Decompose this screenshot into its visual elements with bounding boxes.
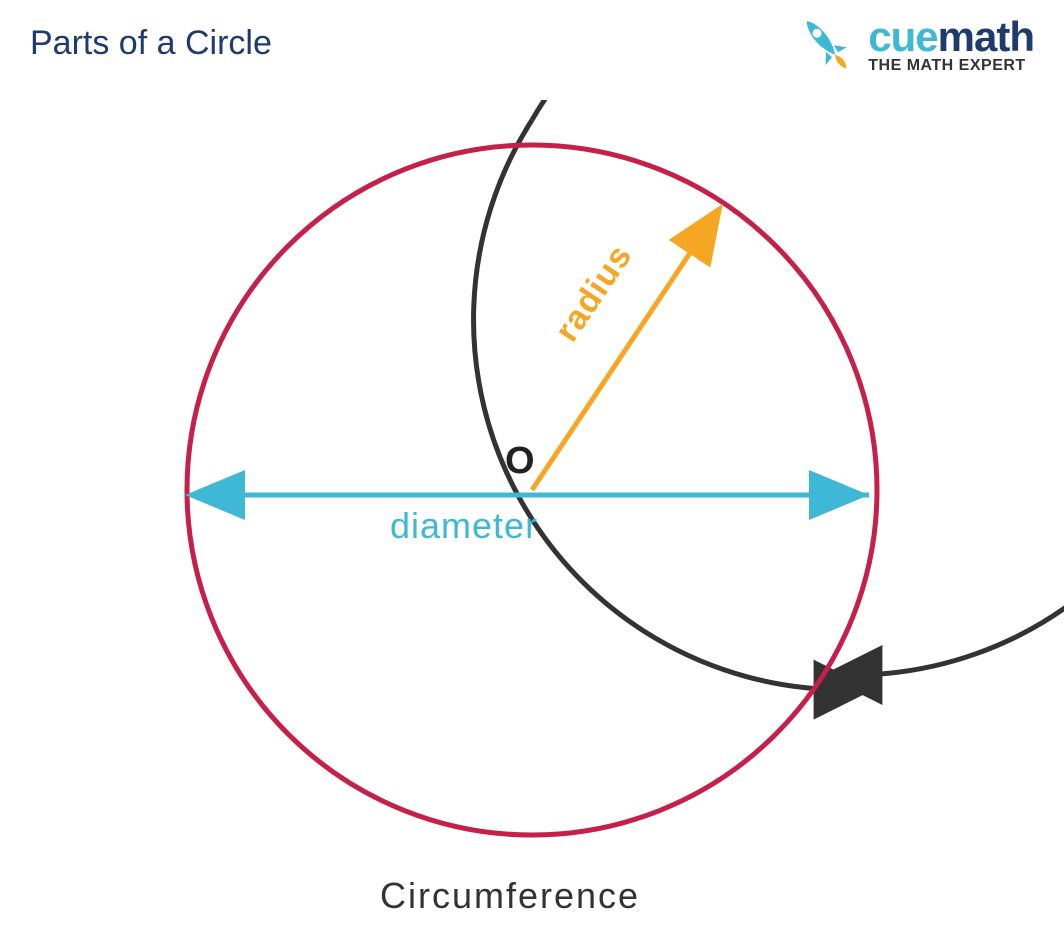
logo-math: math <box>938 13 1034 61</box>
page-title: Parts of a Circle <box>30 24 272 63</box>
diagram: O diameter radius Circumference <box>0 100 1064 943</box>
logo-cue: cue <box>868 13 937 61</box>
rocket-icon <box>792 10 860 78</box>
center-label: O <box>505 440 535 483</box>
circumference-arc-ccw <box>474 120 844 690</box>
logo: cuemath THE MATH EXPERT <box>792 10 1034 78</box>
diameter-label: diameter <box>390 505 538 547</box>
circumference-label: Circumference <box>380 875 640 917</box>
circumference-arc-cw <box>532 100 1064 675</box>
logo-tagline: THE MATH EXPERT <box>868 57 1034 75</box>
logo-brand: cuemath <box>868 13 1034 61</box>
